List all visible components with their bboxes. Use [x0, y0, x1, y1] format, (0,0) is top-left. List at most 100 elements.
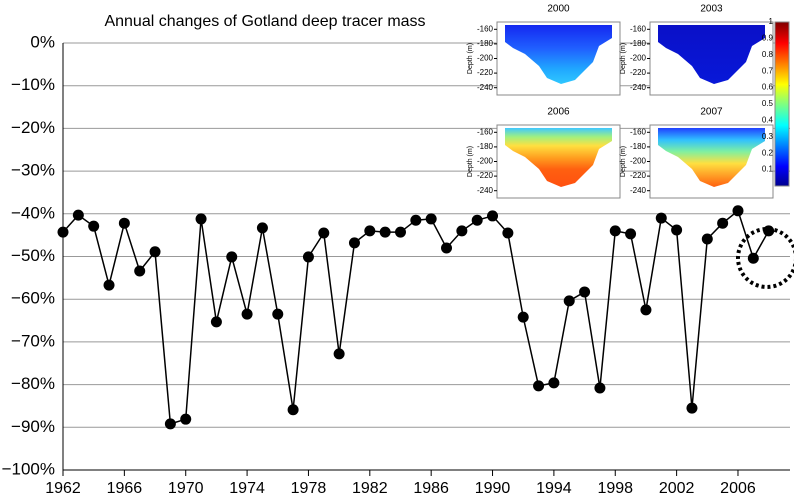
inset-y-tick-label: -200: [477, 54, 494, 63]
data-point: [149, 246, 161, 258]
x-tick-label: 2006: [720, 480, 756, 497]
inset-y-tick-label: -200: [477, 157, 494, 166]
inset-contour: [658, 25, 765, 84]
colorbar-tick-label: 0.9: [762, 34, 774, 43]
y-tick-label: −70%: [11, 331, 55, 350]
data-point: [517, 311, 529, 323]
data-point: [563, 295, 575, 307]
data-point: [394, 226, 406, 238]
data-point: [318, 227, 330, 239]
inset-y-tick-label: -160: [630, 24, 647, 33]
inset-contour: [658, 128, 765, 187]
inset-y-tick-label: -240: [477, 83, 494, 92]
data-point: [441, 242, 453, 254]
data-point: [379, 226, 391, 238]
colorbar-fill: [774, 21, 790, 187]
inset-title: 2000: [547, 4, 570, 15]
x-tick-label: 1998: [597, 480, 633, 497]
data-point: [425, 213, 437, 225]
inset-y-tick-label: -220: [630, 68, 647, 77]
data-point: [241, 308, 253, 320]
x-tick-label: 1966: [107, 480, 143, 497]
x-tick-label: 1994: [536, 480, 572, 497]
data-point: [72, 209, 84, 221]
colorbar-tick-label: 0.3: [762, 132, 774, 141]
colorbar-tick-label: 0.8: [762, 50, 774, 59]
data-point: [103, 279, 115, 291]
inset-y-tick-label: -160: [477, 127, 494, 136]
x-tick-label: 1974: [229, 480, 265, 497]
y-tick-label: −90%: [11, 417, 55, 436]
data-point: [256, 222, 268, 234]
data-point: [287, 404, 299, 416]
y-tick-label: −60%: [11, 289, 55, 308]
data-point: [701, 233, 713, 245]
data-point: [717, 217, 729, 229]
inset-y-tick-label: -220: [477, 68, 494, 77]
x-tick-label: 1962: [45, 480, 81, 497]
colorbar-tick-label: 0.4: [762, 116, 774, 125]
data-point: [180, 413, 192, 425]
data-point: [226, 251, 238, 263]
highlight-circle: [736, 227, 794, 289]
y-tick-label: −20%: [11, 118, 55, 137]
data-point: [594, 382, 606, 394]
inset-y-tick-label: -200: [630, 54, 647, 63]
inset-y-tick-label: -220: [630, 171, 647, 180]
data-point: [640, 304, 652, 316]
data-point: [732, 205, 744, 217]
data-point: [686, 402, 698, 414]
y-tick-label: −100%: [2, 459, 55, 478]
y-tick-label: −50%: [11, 246, 55, 265]
y-tick-label: −30%: [11, 161, 55, 180]
inset-y-tick-label: -240: [630, 186, 647, 195]
y-tick-label: −80%: [11, 374, 55, 393]
data-point: [548, 377, 560, 389]
data-point: [364, 225, 376, 237]
inset-contour: [505, 25, 612, 84]
inset-ylabel: Depth (m): [467, 43, 474, 74]
data-point: [456, 225, 468, 237]
x-tick-label: 1978: [291, 480, 327, 497]
colorbar: 0.1 0.2 0.3 0.4 0.5 0.6 0.7 0.8 0.9 1: [762, 17, 790, 187]
data-point: [609, 225, 621, 237]
y-tick-label: −10%: [11, 75, 55, 94]
inset-y-tick-label: -240: [630, 83, 647, 92]
data-point: [302, 251, 314, 263]
data-point: [88, 220, 100, 232]
data-point: [502, 227, 514, 239]
data-point: [118, 217, 130, 229]
colorbar-tick-label: 0.6: [762, 83, 774, 92]
data-point: [625, 228, 637, 240]
inset-title: 2003: [700, 4, 723, 15]
inset-panel: 2007 -160 -180 -200 -220 -240 Depth (m): [620, 107, 774, 199]
x-tick-label: 1986: [413, 480, 449, 497]
inset-contour: [505, 128, 612, 187]
data-point: [164, 418, 176, 430]
inset-y-tick-label: -180: [477, 39, 494, 48]
colorbar-tick-label: 0.5: [762, 99, 774, 108]
data-point: [487, 210, 499, 222]
data-point: [210, 316, 222, 328]
data-point: [272, 308, 284, 320]
inset-y-tick-label: -240: [477, 186, 494, 195]
colorbar-tick-label: 1: [769, 17, 774, 26]
chart-title: Annual changes of Gotland deep tracer ma…: [104, 13, 425, 30]
inset-y-tick-label: -180: [477, 142, 494, 151]
data-point: [410, 214, 422, 226]
inset-y-tick-label: -220: [477, 171, 494, 180]
inset-panel: 2000 -160 -180 -200 -220 -240 Depth (m): [467, 4, 621, 96]
colorbar-tick-label: 0.7: [762, 66, 774, 75]
x-tick-label: 1982: [352, 480, 388, 497]
y-tick-label: 0%: [30, 32, 55, 51]
inset-ylabel: Depth (m): [467, 146, 474, 177]
data-point: [348, 237, 360, 249]
x-tick-label: 1990: [475, 480, 511, 497]
data-point: [134, 265, 146, 277]
data-point: [579, 286, 591, 298]
x-tick-label: 2002: [659, 480, 695, 497]
data-point: [195, 213, 207, 225]
data-point: [57, 226, 69, 238]
data-point: [671, 224, 683, 236]
